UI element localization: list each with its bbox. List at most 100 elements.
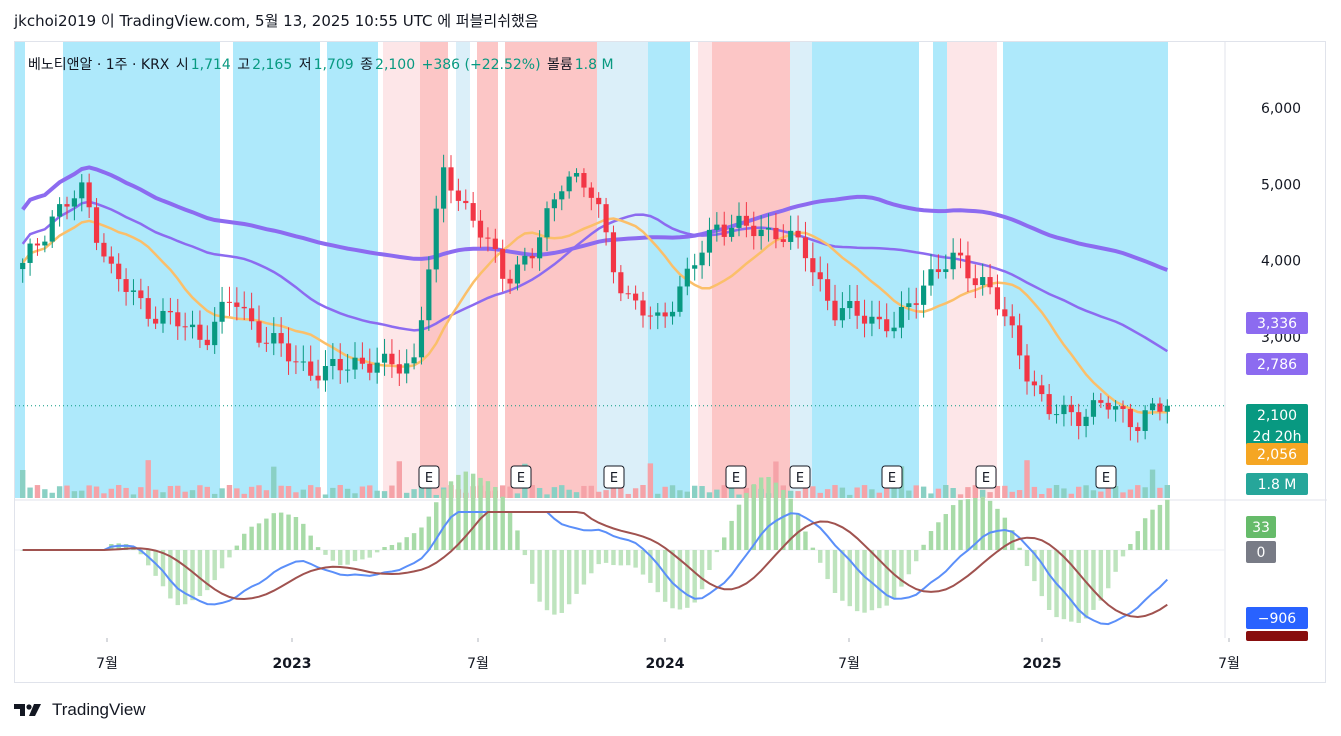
candle <box>1090 400 1097 417</box>
macd-histogram-bar <box>1120 550 1126 557</box>
macd-histogram-bar <box>995 508 1000 550</box>
volume-bar <box>603 490 609 498</box>
candle <box>108 256 114 264</box>
time-tick-label: 7월 <box>467 656 489 672</box>
volume-bar <box>935 488 942 498</box>
macd-histogram-bar <box>559 550 564 613</box>
volume-bar <box>706 492 713 498</box>
macd-histogram-bar <box>840 550 845 601</box>
macd-histogram-bar <box>234 545 240 550</box>
candlestick-chart[interactable]: E E E E E E E E6,0005,0004,0003,0003,3362,7862,… <box>15 42 1327 684</box>
macd-histogram-bar <box>1083 550 1089 619</box>
macd-histogram-bar <box>278 512 284 550</box>
candle <box>655 312 661 316</box>
tradingview-brand: TradingView <box>52 700 146 719</box>
volume-bar <box>86 485 92 498</box>
candle <box>1046 394 1052 415</box>
macd-histogram-bar <box>943 514 948 550</box>
volume-bar <box>167 485 174 498</box>
volume-bar <box>943 485 949 498</box>
zone-band <box>233 42 320 498</box>
candle <box>1083 416 1089 427</box>
candle <box>57 204 63 217</box>
candle <box>463 200 469 204</box>
candle <box>167 310 173 313</box>
volume-bar <box>610 485 617 498</box>
macd-histogram-bar <box>803 531 808 550</box>
macd-histogram-bar <box>655 550 660 593</box>
price-badge-label: 3,336 <box>1257 316 1297 332</box>
macd-histogram-bar <box>1061 550 1067 620</box>
macd-histogram-bar <box>308 535 313 550</box>
candle <box>145 298 151 319</box>
candle <box>1105 402 1111 410</box>
volume-bar <box>411 489 417 498</box>
earnings-marker-label: E <box>732 471 740 486</box>
macd-histogram-bar <box>736 504 742 550</box>
volume-bar <box>278 485 284 498</box>
volume-bar <box>551 487 558 498</box>
candle <box>765 227 772 230</box>
macd-histogram-bar <box>515 530 520 550</box>
ma-long-line <box>21 165 1169 272</box>
candle <box>1053 414 1060 416</box>
macd-histogram-bar <box>1142 518 1148 550</box>
macd-histogram-bar <box>1069 550 1074 622</box>
macd-histogram-bar <box>448 481 454 550</box>
candle <box>669 311 676 317</box>
candle <box>477 220 484 238</box>
candle <box>751 225 757 237</box>
volume-bar <box>64 485 70 498</box>
macd-histogram-bar <box>854 550 860 612</box>
zone-band <box>597 42 648 498</box>
volume-bar <box>1157 487 1163 498</box>
candle <box>898 306 905 328</box>
volume-bar <box>618 486 624 498</box>
volume-bar <box>913 485 919 498</box>
candle <box>345 369 351 371</box>
earnings-marker <box>975 465 997 489</box>
macd-histogram-bar <box>1076 550 1081 623</box>
candle <box>116 263 122 280</box>
candle <box>381 353 388 363</box>
zone-band <box>712 42 790 498</box>
macd-histogram-bar <box>603 550 609 563</box>
candle <box>500 249 506 279</box>
symbol-name[interactable]: 베노티앤알 · 1주 · KRX <box>28 57 170 73</box>
macd-histogram-bar <box>958 499 963 550</box>
candle <box>1031 381 1037 386</box>
candle <box>367 363 373 373</box>
candle <box>610 232 617 273</box>
macd-histogram-bar <box>507 511 513 550</box>
candle <box>559 191 565 200</box>
macd-histogram-bar <box>205 550 210 591</box>
volume-bar <box>876 492 882 498</box>
candle <box>1113 406 1119 410</box>
volume-bar <box>219 488 225 498</box>
candle <box>640 300 646 316</box>
tradingview-logo-icon[interactable] <box>14 702 44 718</box>
candle <box>455 190 461 201</box>
volume-bar <box>788 490 794 498</box>
macd-histogram-bar <box>906 550 912 575</box>
macd-badge <box>1246 516 1276 538</box>
volume-bar <box>566 489 572 498</box>
volume-bar <box>972 485 978 498</box>
candle <box>315 375 321 381</box>
volume-bar <box>625 493 631 498</box>
candle <box>71 198 77 207</box>
macd-histogram-bar <box>973 498 978 550</box>
candle <box>817 272 823 280</box>
candle <box>647 315 653 317</box>
volume-bar <box>389 485 395 498</box>
macd-histogram-bar <box>338 550 343 566</box>
macd-histogram-bar <box>301 523 306 550</box>
volume-bar <box>684 491 690 498</box>
macd-histogram-bar <box>219 550 225 569</box>
chart-frame[interactable]: E E E E E E E E 6,000 5,000 4,000 3,000 3,336 2,786 2,… <box>14 41 1327 684</box>
macd-histogram-bar <box>227 550 232 558</box>
volume-bar <box>1135 485 1141 498</box>
macd-histogram-bar <box>744 492 749 550</box>
candle <box>49 216 55 242</box>
high-label: 고 <box>237 57 251 73</box>
